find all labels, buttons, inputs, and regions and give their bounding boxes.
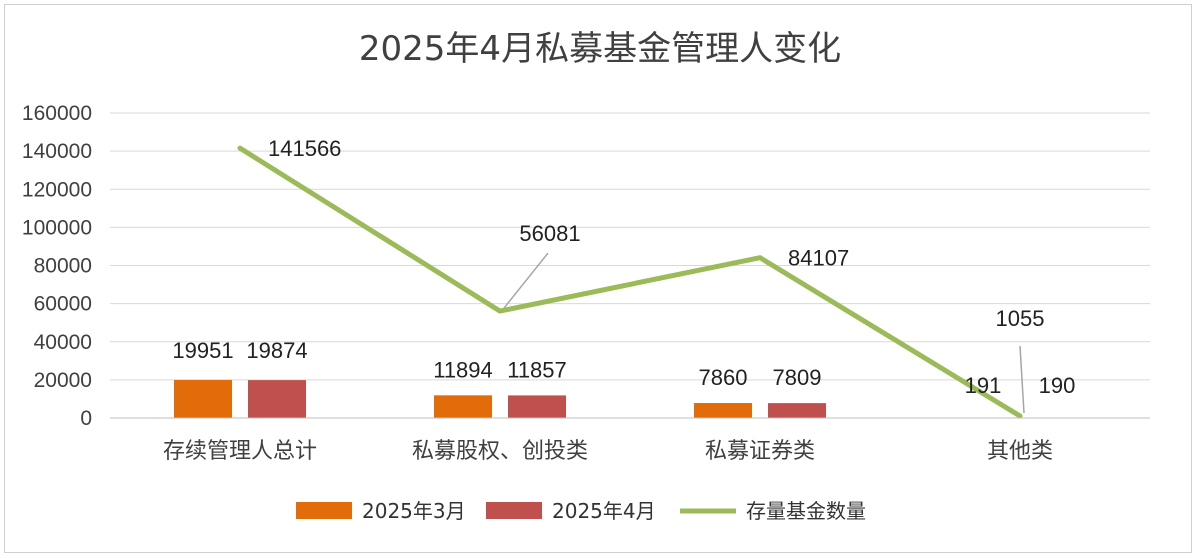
x-category-label: 其他类	[987, 439, 1053, 464]
legend-swatch	[486, 502, 542, 519]
legend: 2025年3月 2025年4月 存量基金数量	[296, 499, 866, 523]
x-category-label: 私募股权、创投类	[412, 439, 588, 464]
y-tick-label: 160000	[22, 102, 92, 125]
bar-data-label: 19951	[172, 338, 233, 363]
bar-data-label: 11857	[507, 357, 567, 382]
line-data-label: 84107	[788, 246, 849, 271]
legend-label: 2025年3月	[362, 499, 466, 523]
bar-data-label: 19874	[246, 338, 307, 363]
legend-label: 存量基金数量	[746, 499, 866, 523]
bar-data-label: 11894	[433, 357, 493, 382]
y-tick-label: 0	[80, 407, 92, 430]
bar	[508, 395, 566, 418]
y-tick-label: 40000	[34, 331, 92, 354]
bar-data-label: 190	[1039, 373, 1076, 398]
legend-label: 2025年4月	[552, 499, 656, 523]
bar	[174, 379, 232, 418]
line-data-label: 141566	[268, 136, 341, 161]
y-tick-label: 80000	[34, 255, 92, 278]
chart-title: 2025年4月私募基金管理人变化	[359, 29, 841, 69]
y-tick-label: 20000	[34, 369, 92, 392]
x-axis: 存续管理人总计 私募股权、创投类 私募证券类 其他类	[110, 417, 1150, 464]
y-axis: 0 20000 40000 60000 80000 100000 120000 140000 1…	[22, 102, 92, 430]
bar-data-label: 7809	[773, 365, 822, 390]
line-data-label: 1055	[996, 306, 1045, 331]
data-labels: 19951 11894 7860 191 19874 11857 7809 190 141566…	[172, 136, 1076, 414]
y-tick-label: 140000	[22, 140, 92, 163]
bar-data-label: 7860	[699, 365, 748, 390]
chart-frame	[4, 4, 1192, 553]
bar	[768, 403, 826, 418]
bar	[434, 395, 492, 418]
x-category-label: 私募证券类	[705, 439, 815, 464]
leader-line	[503, 252, 549, 309]
legend-swatch	[296, 502, 352, 519]
line-series	[237, 145, 1023, 419]
bar	[248, 380, 306, 418]
bar-series	[174, 379, 1086, 418]
bar-data-label: 191	[965, 373, 1002, 398]
leader-line	[1019, 345, 1025, 414]
y-tick-label: 120000	[22, 178, 92, 201]
y-tick-label: 60000	[34, 293, 92, 316]
y-tick-label: 100000	[22, 216, 92, 239]
bar	[694, 403, 752, 418]
line-path	[237, 145, 1023, 419]
line-data-label: 56081	[519, 221, 580, 246]
x-category-label: 存续管理人总计	[163, 439, 317, 464]
